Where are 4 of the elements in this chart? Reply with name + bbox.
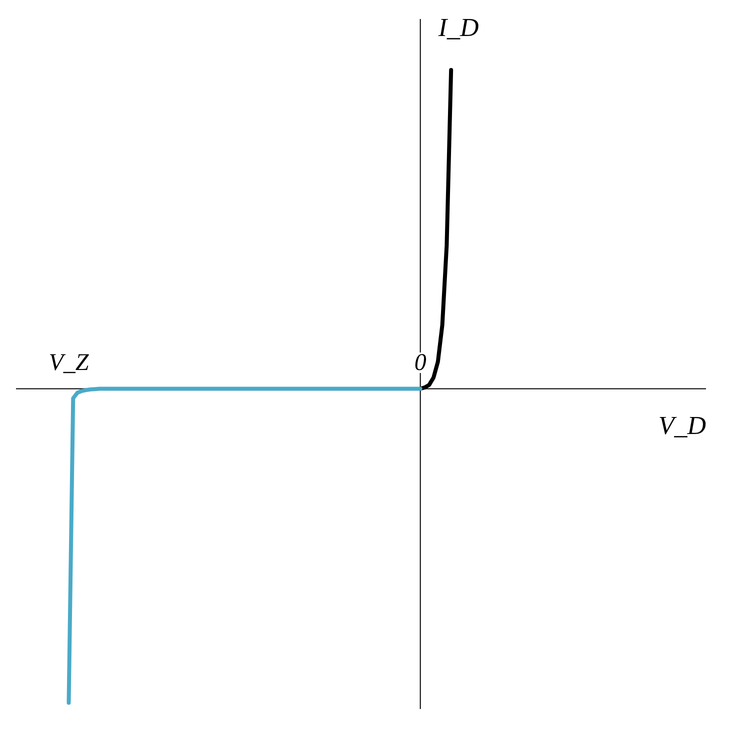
x-tick-label: 0 (414, 350, 426, 376)
y-axis-title: I_D (437, 13, 479, 42)
x-tick-label: V_Z (48, 350, 90, 376)
x-axis-title: V_D (658, 410, 706, 440)
